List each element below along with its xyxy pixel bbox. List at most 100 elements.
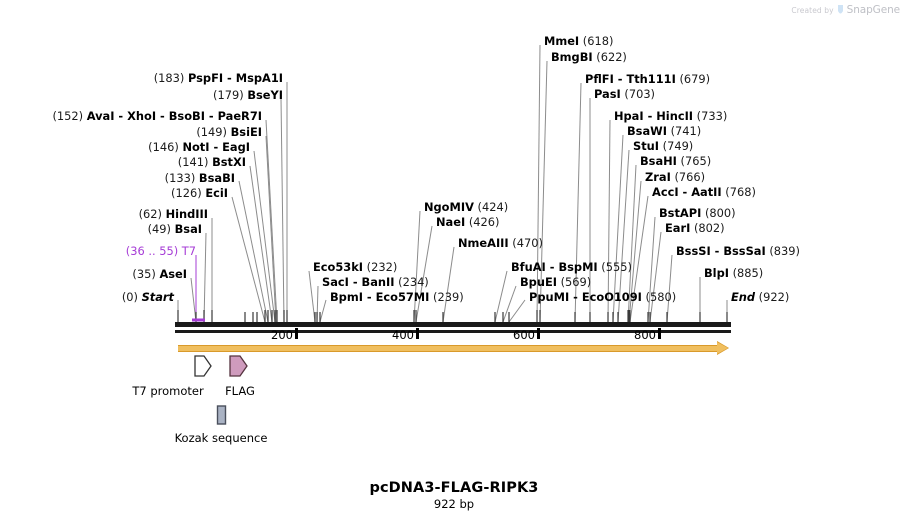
site-position: (183) <box>153 71 185 85</box>
site-position: (679) <box>679 72 711 86</box>
site-label[interactable]: BssSI - BssSaI (839) <box>676 245 800 258</box>
site-label[interactable]: BsaHI (765) <box>640 155 711 168</box>
site-label[interactable]: PflFI - Tth111I (679) <box>585 73 710 86</box>
site-label[interactable]: (152) AvaI - XhoI - BsoBI - PaeR7I <box>52 110 262 123</box>
site-label[interactable]: BlpI (885) <box>704 267 763 280</box>
orf-arrow-head <box>717 342 728 354</box>
orf-arrow-shaft <box>178 345 718 352</box>
site-position: (62) <box>138 207 162 221</box>
snapgene-logo-icon <box>837 4 844 16</box>
site-position: (618) <box>582 34 614 48</box>
feature-kozak-box[interactable] <box>216 405 227 429</box>
watermark-created-by-text: Created by <box>791 5 834 15</box>
site-position: (580) <box>645 290 677 304</box>
site-position: (234) <box>398 275 429 289</box>
site-enzyme: EciI <box>205 186 228 200</box>
site-enzyme: BstXI <box>212 155 246 169</box>
site-enzyme: HindIII <box>165 207 208 221</box>
site-position: (146) <box>148 140 179 154</box>
site-label[interactable]: (35) AseI <box>132 268 187 281</box>
site-enzyme: AccI - AatII <box>652 185 722 199</box>
site-position: (426) <box>468 215 500 229</box>
start-position: (0) <box>121 290 138 304</box>
site-enzyme: BsaBI <box>198 171 235 185</box>
site-label[interactable]: ZraI (766) <box>645 171 705 184</box>
site-label[interactable]: (179) BseYI <box>213 89 283 102</box>
site-enzyme: PpuMI - EcoO109I <box>529 290 642 304</box>
site-enzyme: BssSI - BssSaI <box>676 244 766 258</box>
site-position: (622) <box>596 50 627 64</box>
site-position: (49) <box>147 222 171 236</box>
site-enzyme: BpmI - Eco57MI <box>330 290 430 304</box>
site-label[interactable]: BmgBI (622) <box>551 51 627 64</box>
site-position: (765) <box>680 154 712 168</box>
site-label[interactable]: NgoMIV (424) <box>424 201 508 214</box>
site-label[interactable]: (149) BsiEI <box>196 126 262 139</box>
site-label[interactable]: NaeI (426) <box>436 216 499 229</box>
site-label[interactable]: BfuAI - BspMI (555) <box>511 261 632 274</box>
site-position: (766) <box>674 170 706 184</box>
site-label[interactable]: (133) BsaBI <box>165 172 235 185</box>
site-position: (133) <box>164 171 196 185</box>
feature-flag-label: FLAG <box>225 384 255 398</box>
site-enzyme: PasI <box>594 87 621 101</box>
site-label[interactable]: BpmI - Eco57MI (239) <box>330 291 464 304</box>
site-label[interactable]: NmeAIII (470) <box>458 237 543 250</box>
site-label[interactable]: Eco53kI (232) <box>313 261 397 274</box>
ruler-tick-mark <box>295 328 298 339</box>
site-position: (152) <box>52 109 84 123</box>
site-label[interactable]: (141) BstXI <box>178 156 246 169</box>
site-position: (800) <box>704 206 736 220</box>
ruler-tick-label: 400 <box>392 328 414 342</box>
site-label[interactable]: (126) EciI <box>171 187 228 200</box>
start-label[interactable]: (0) Start <box>122 291 174 304</box>
site-label[interactable]: PpuMI - EcoO109I (580) <box>529 291 676 304</box>
site-label[interactable]: BstAPI (800) <box>659 207 736 220</box>
site-label[interactable]: HpaI - HincII (733) <box>614 110 727 123</box>
site-enzyme: SacI - BanII <box>322 275 395 289</box>
ruler-baseline <box>175 330 731 333</box>
site-enzyme: MmeI <box>544 34 580 48</box>
site-enzyme: Eco53kI <box>313 260 364 274</box>
site-label[interactable]: AccI - AatII (768) <box>652 186 756 199</box>
site-enzyme: BsiEI <box>230 125 262 139</box>
start-text: Start <box>141 290 174 304</box>
site-enzyme: BstAPI <box>659 206 702 220</box>
site-enzyme: NaeI <box>436 215 466 229</box>
ruler-tick-mark <box>416 328 419 339</box>
site-label[interactable]: BsaWI (741) <box>627 125 701 138</box>
site-label[interactable]: (146) NotI - EagI <box>148 141 250 154</box>
site-enzyme: BpuEI <box>520 275 557 289</box>
end-label[interactable]: End (922) <box>731 291 789 304</box>
site-enzyme: BseYI <box>247 88 283 102</box>
site-position: (768) <box>725 185 756 199</box>
end-position: (922) <box>758 290 790 304</box>
site-label[interactable]: (183) PspFI - MspA1I <box>154 72 283 85</box>
feature-site-label-t7[interactable]: (36 .. 55) T7 <box>126 245 196 258</box>
site-enzyme: BmgBI <box>551 50 593 64</box>
site-position: (703) <box>624 87 656 101</box>
site-enzyme: NotI - EagI <box>182 140 250 154</box>
site-label[interactable]: PasI (703) <box>594 88 655 101</box>
site-position: (179) <box>213 88 244 102</box>
site-position: (35) <box>132 267 156 281</box>
site-enzyme: NgoMIV <box>424 200 474 214</box>
feature-flag-arrow[interactable] <box>228 355 250 381</box>
site-enzyme: AvaI - XhoI - BsoBI - PaeR7I <box>86 109 262 123</box>
site-enzyme: NmeAIII <box>458 236 509 250</box>
site-label[interactable]: MmeI (618) <box>544 35 613 48</box>
snapgene-watermark: Created by SnapGene <box>791 4 900 16</box>
site-label[interactable]: EarI (802) <box>665 222 725 235</box>
site-label[interactable]: BpuEI (569) <box>520 276 591 289</box>
site-label[interactable]: (49) BsaI <box>148 223 202 236</box>
site-position: (555) <box>601 260 632 274</box>
plasmid-title: pcDNA3-FLAG-RIPK3 <box>369 480 539 496</box>
site-label[interactable]: StuI (749) <box>633 140 693 153</box>
feature-site-position: (36 .. 55) <box>125 244 179 258</box>
feature-t7-promoter-arrow[interactable] <box>193 355 213 381</box>
site-label[interactable]: SacI - BanII (234) <box>322 276 429 289</box>
site-label[interactable]: (62) HindIII <box>139 208 208 221</box>
